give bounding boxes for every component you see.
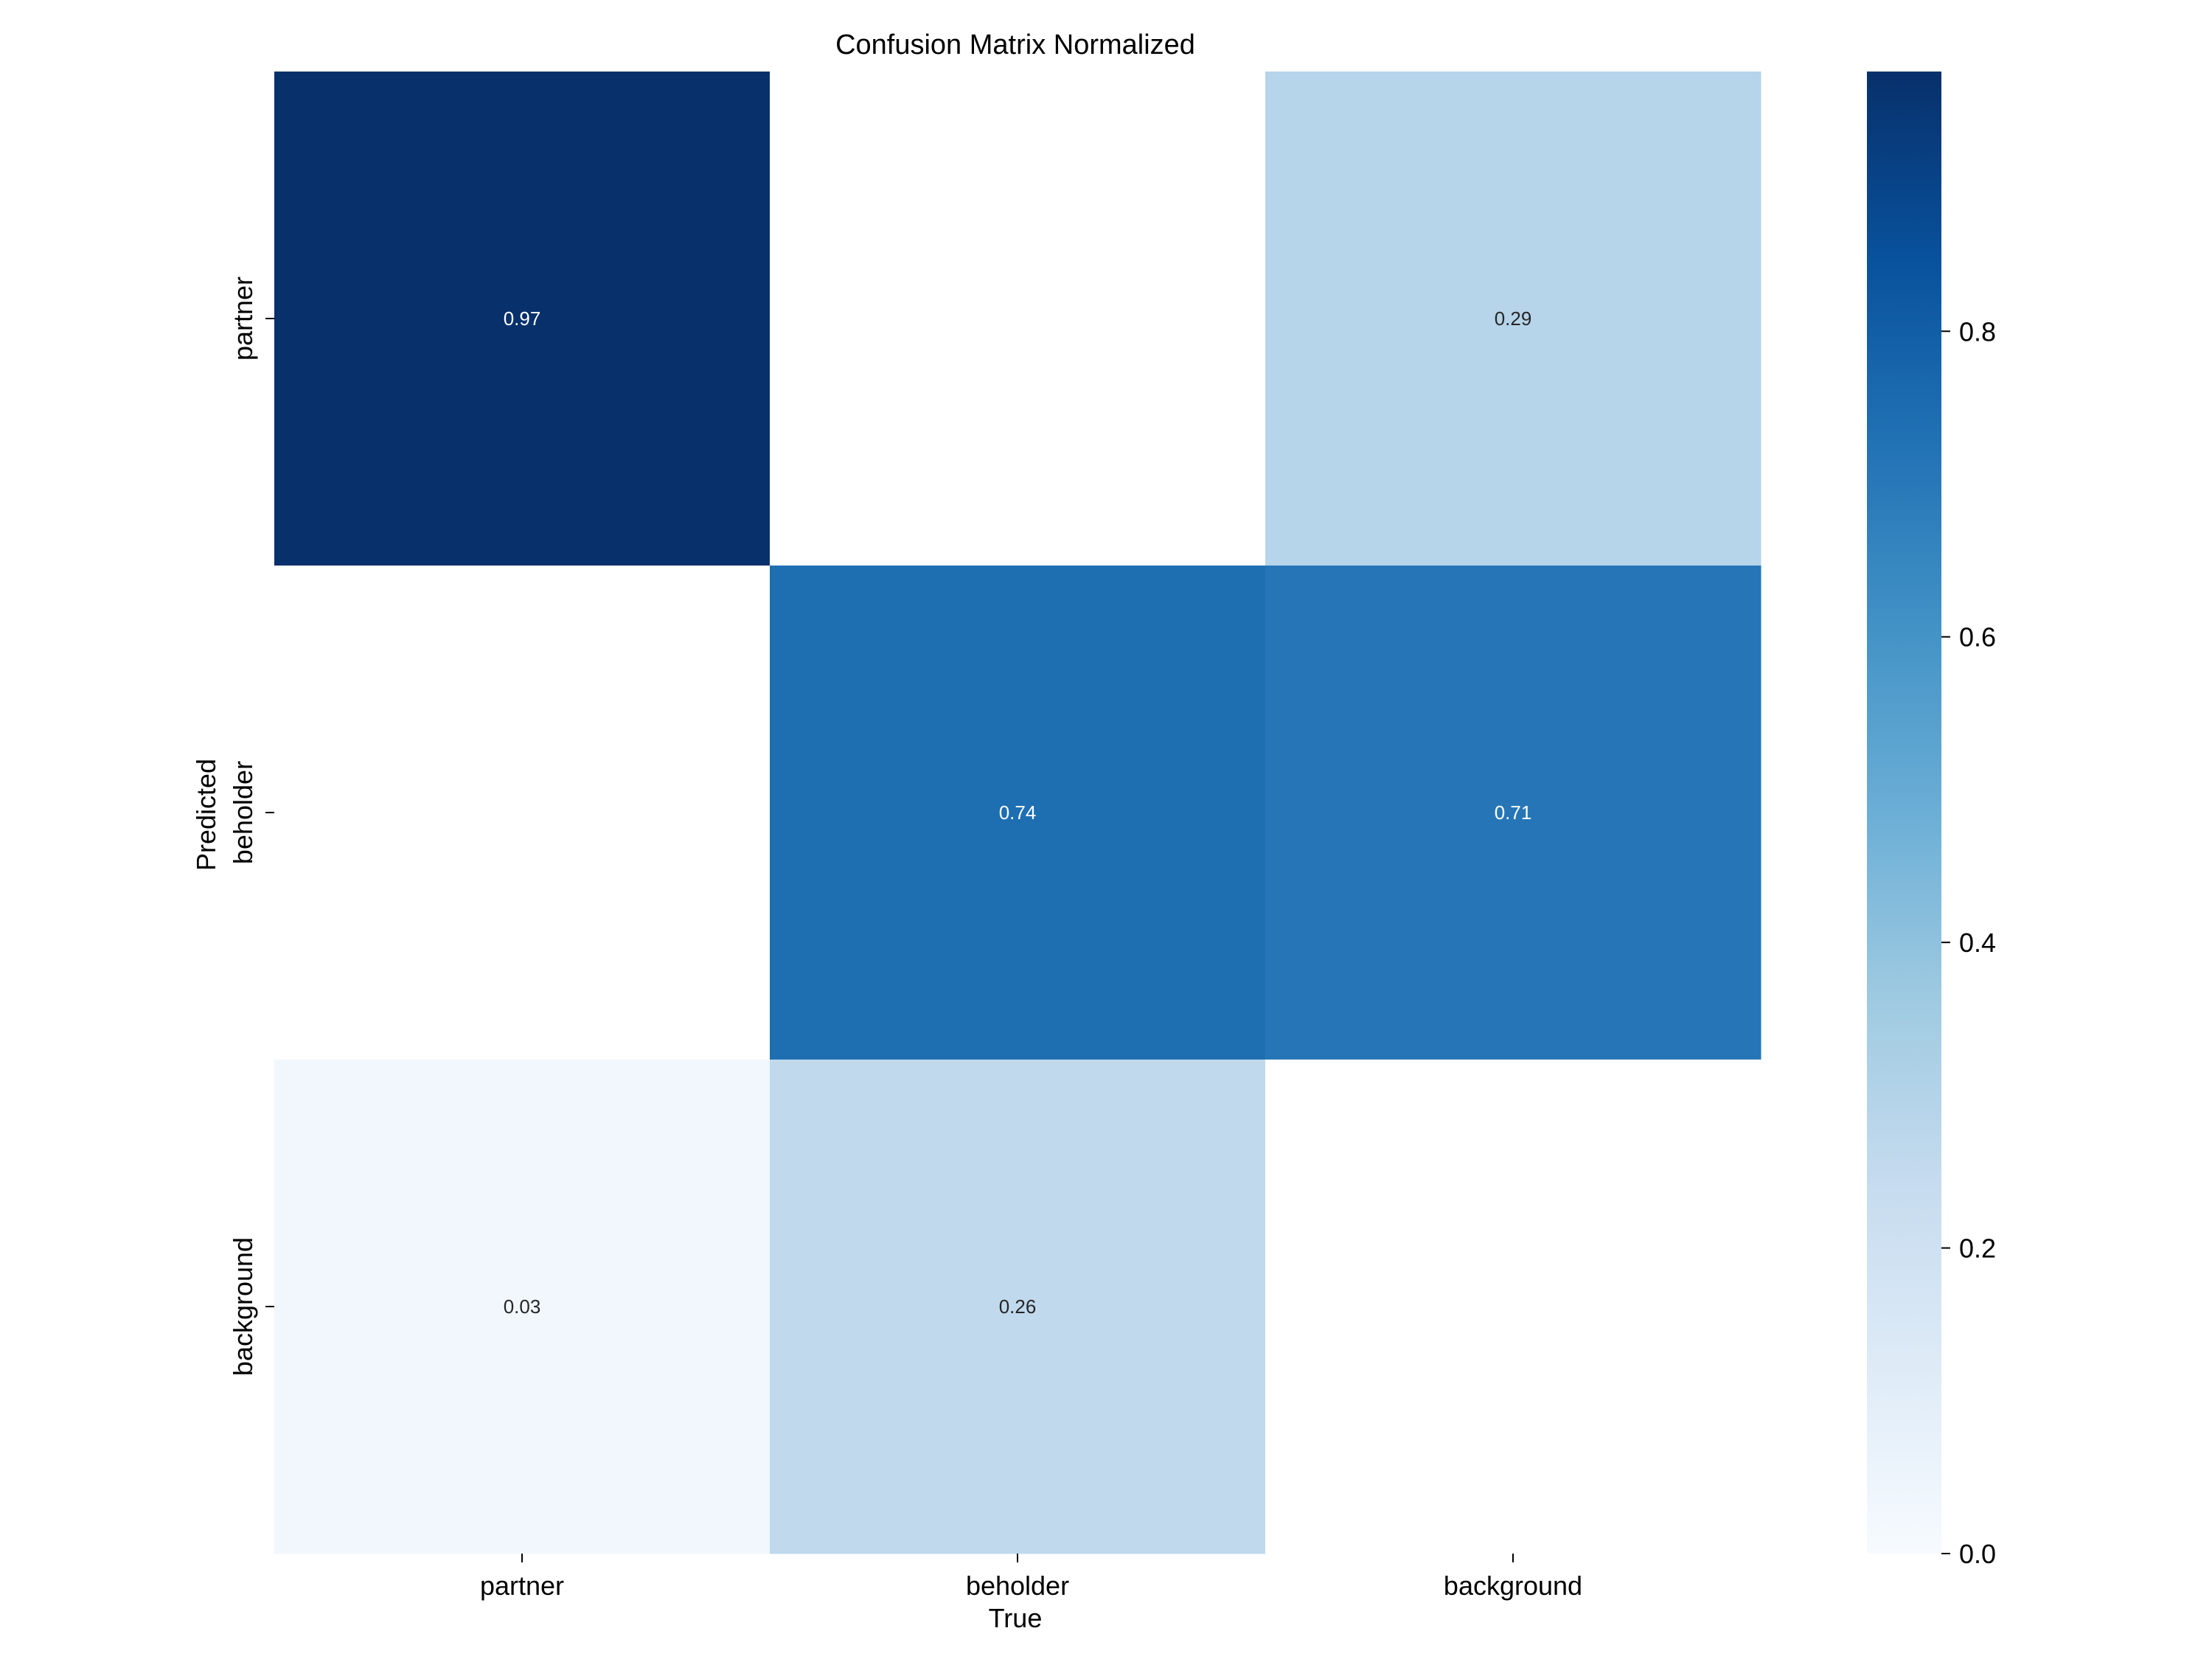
cell-value-label: 0.97 (504, 307, 541, 330)
heatmap-cell (274, 1060, 771, 1554)
cell-value-label: 0.74 (999, 801, 1037, 824)
cell-value-label: 0.03 (504, 1295, 541, 1318)
y-tick-label: partner (228, 276, 258, 361)
cell-value-label: 0.29 (1495, 307, 1532, 330)
heatmap-cell (1265, 1060, 1761, 1554)
colorbar-tick-label: 0.0 (1959, 1539, 1996, 1569)
colorbar-tick-label: 0.2 (1959, 1234, 1996, 1264)
heatmap-cell (274, 566, 771, 1060)
colorbar-tick-label: 0.8 (1959, 316, 1996, 347)
x-tick-label: partner (480, 1571, 564, 1601)
y-tick-label: beholder (228, 761, 258, 864)
heatmap-cell (1265, 72, 1761, 566)
x-tick-label: background (1444, 1571, 1582, 1601)
x-axis: partner beholder background (480, 1554, 1582, 1601)
colorbar-tick-label: 0.4 (1959, 928, 1996, 958)
heatmap-cell (770, 566, 1266, 1060)
x-axis-label: True (989, 1603, 1043, 1633)
colorbar (1867, 72, 1941, 1554)
y-axis-label: Predicted (191, 759, 221, 871)
y-tick-label: background (228, 1237, 258, 1376)
heatmap-cell (274, 72, 771, 566)
x-tick-label: beholder (966, 1571, 1069, 1601)
cell-value-label: 0.26 (999, 1295, 1037, 1318)
heatmap-cell (770, 72, 1266, 566)
y-axis: partner beholder background (228, 276, 274, 1376)
heatmap-cell-labels: 0.97 0.29 0.74 0.71 0.03 0.26 (504, 307, 1532, 1318)
colorbar-tick-label: 0.6 (1959, 622, 1996, 653)
heatmap-cells (274, 72, 1761, 1554)
chart-title: Confusion Matrix Normalized (835, 29, 1195, 60)
colorbar-ticks: 0.0 0.2 0.4 0.6 0.8 (1941, 316, 1996, 1569)
cell-value-label: 0.71 (1495, 801, 1532, 824)
heatmap-cell (770, 1060, 1266, 1554)
heatmap-cell (1265, 566, 1761, 1060)
